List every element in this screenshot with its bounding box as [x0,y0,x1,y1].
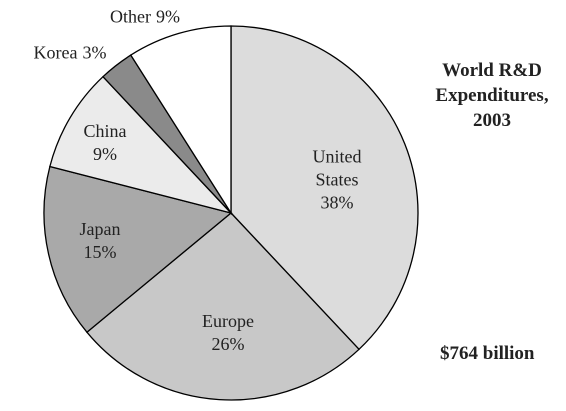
annotation: $764 billion [440,343,535,364]
category-label: China [83,121,127,141]
value-label: 3% [82,42,107,63]
pie-slice [43,165,233,334]
slice-label: Europe 26% [193,310,263,356]
slice-label: Other 9% [110,6,180,29]
slice-label: United States 38% [302,146,372,215]
value-label: 15% [83,242,117,262]
chart-title: World R&D Expenditures, 2003 [435,60,549,131]
pie-slice [49,75,234,215]
category-label: Europe [202,311,254,331]
slice-label: Japan 15% [65,218,135,264]
pie-slice [129,25,232,216]
pie-slice [85,212,360,401]
category-label: Other [110,6,151,27]
value-label: 9% [155,6,180,27]
value-label: 26% [211,334,245,354]
category-label: Japan [79,219,121,239]
pie-slice [230,25,419,351]
category-label: United States [312,146,362,190]
value-label: 38% [320,192,354,213]
slice-label: China 9% [70,120,140,166]
category-label: Korea [33,42,78,63]
value-label: 9% [93,144,117,164]
slice-label: Korea 3% [34,42,107,65]
